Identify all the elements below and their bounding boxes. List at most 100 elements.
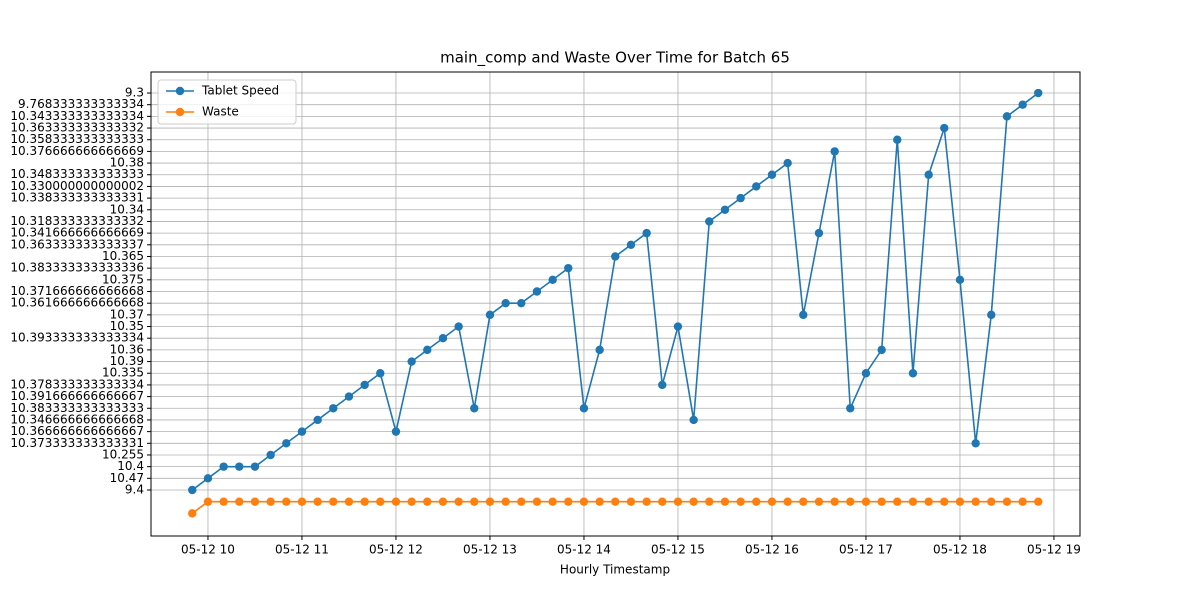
series-point [1002,497,1012,506]
series-point [893,135,902,144]
y-tick-label: 9.3 [125,86,144,100]
series-point [438,334,448,343]
series-point [297,497,307,506]
series-point [297,427,307,436]
series-point [376,497,385,506]
x-tick-label: 05-12 16 [745,543,799,557]
series-point [720,205,730,214]
y-tick-label: 10.343333333333334 [10,109,144,123]
series-point [705,217,714,226]
x-tick-label: 05-12 18 [933,543,987,557]
y-tick-label: 10.393333333333334 [10,331,144,345]
series-point [908,369,918,378]
series-point [203,474,213,483]
x-axis-label: Hourly Timestamp [560,563,670,577]
y-tick-label: 10.338333333333331 [10,191,144,205]
y-tick-label: 10.346666666666668 [10,412,144,426]
series-point [893,497,902,506]
series-point [736,497,745,506]
y-tick-label: 10.38 [110,156,144,170]
series-point [626,497,636,506]
series-point [579,497,589,506]
series-point [689,497,698,506]
series-point [438,497,448,506]
x-tick-label: 05-12 11 [275,543,329,557]
series-point [188,485,197,495]
y-tick-label: 10.36 [110,342,144,356]
series-point [266,497,275,506]
series-point [799,497,808,506]
series-point [376,369,385,378]
series-point [767,497,777,506]
series-point [329,404,338,413]
x-tick-label: 05-12 15 [651,543,705,557]
y-tick-label: 10.330000000000002 [10,179,144,193]
series-point [564,497,573,506]
series-point [673,497,683,506]
series-point [861,369,871,378]
y-tick-label: 10.391666666666667 [10,389,144,403]
series-point [642,497,651,506]
x-tick-label: 05-12 10 [181,543,235,557]
y-tick-label: 9.768333333333334 [18,97,144,111]
y-tick-label: 10.318333333333332 [10,214,144,228]
series-point [814,228,824,238]
series-point [391,427,401,436]
series-point [282,497,291,506]
y-tick-label: 10.378333333333334 [10,377,144,391]
series-point [188,509,197,518]
series-point [579,404,589,413]
series-point [830,497,839,506]
series-point [642,228,651,238]
series-point [360,497,369,506]
series-point [235,497,244,506]
legend-marker [175,86,185,96]
series-point [908,497,918,506]
series-point [423,345,432,355]
series-point [720,497,730,506]
series-point [877,497,886,506]
series-point [736,193,745,203]
series-point [235,462,244,471]
plot-frame [150,71,1081,537]
series-point [564,263,573,273]
series-point [595,497,604,506]
series-point [673,322,683,331]
y-tick-label: 10.371666666666668 [10,284,144,298]
series-point [752,182,761,191]
series-point [987,497,996,506]
series-point [344,497,354,506]
series-point [203,497,213,506]
y-tick-label: 10.383333333333336 [10,261,144,275]
series-point [861,497,871,506]
x-tick-label: 05-12 14 [557,543,611,557]
series-point [940,497,949,506]
series-point [705,497,714,506]
series-point [971,497,980,506]
series-point [313,497,322,506]
series-point [658,497,667,506]
series-point [517,298,526,308]
legend-label: Tablet Speed [201,84,279,98]
y-tick-label: 10.366666666666667 [10,424,144,438]
series-point [689,415,698,425]
series-point [360,380,369,390]
y-tick-label: 10.39 [110,354,144,368]
series-point [423,497,432,506]
y-tick-label: 10.341666666666669 [10,226,144,240]
series-point [454,322,463,331]
series-point [955,275,965,285]
series-point [391,497,401,506]
y-tick-label: 10.335 [102,366,144,380]
series-point [1034,497,1043,506]
y-tick-label: 10.35 [110,319,144,333]
y-tick-label: 10.4 [117,459,144,473]
series-point [219,497,228,506]
x-tick-label: 05-12 12 [369,543,423,557]
series-point [344,392,354,401]
y-tick-label: 10.365 [102,249,144,263]
series-point [1034,88,1043,98]
series-point [924,170,933,179]
y-tick-label: 10.376666666666669 [10,144,144,158]
